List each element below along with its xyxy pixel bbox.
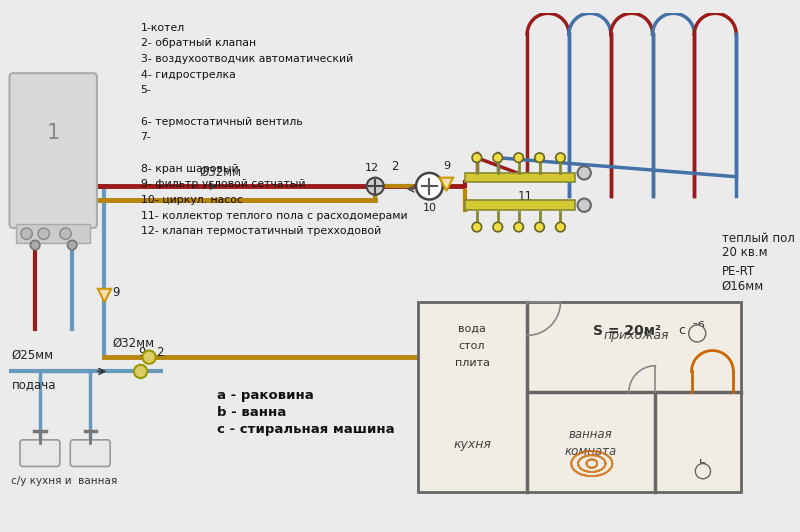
Text: S = 20м²: S = 20м² [593, 323, 661, 338]
Text: 2- обратный клапан: 2- обратный клапан [141, 38, 256, 48]
Circle shape [514, 153, 523, 162]
Circle shape [695, 463, 710, 479]
Text: плита: плита [454, 358, 490, 368]
Text: ванная
комната: ванная комната [565, 428, 617, 458]
Text: 4- гидрострелка: 4- гидрострелка [141, 70, 235, 80]
Bar [16, 224, 90, 243]
Circle shape [472, 153, 482, 162]
Circle shape [578, 167, 591, 180]
Text: теплый пол: теплый пол [722, 232, 795, 245]
Circle shape [142, 351, 156, 364]
Text: 9: 9 [443, 161, 450, 171]
Text: Ø25мм: Ø25мм [11, 349, 54, 362]
Text: 12- клапан термостатичный трехходовой: 12- клапан термостатичный трехходовой [141, 226, 381, 236]
Text: 11- коллектор теплого пола с расходомерами: 11- коллектор теплого пола с расходомера… [141, 211, 407, 221]
Circle shape [30, 240, 40, 250]
Text: вода: вода [458, 323, 486, 334]
Circle shape [493, 222, 502, 232]
Bar [466, 173, 574, 182]
Text: 1: 1 [46, 123, 60, 143]
Text: 12: 12 [364, 163, 378, 173]
Text: 2: 2 [156, 346, 163, 359]
Circle shape [60, 228, 71, 239]
Circle shape [67, 240, 77, 250]
Text: подача: подача [11, 378, 56, 391]
Text: PE-RT: PE-RT [722, 265, 755, 278]
Polygon shape [98, 289, 111, 302]
Circle shape [534, 222, 544, 232]
Circle shape [366, 178, 384, 195]
Text: 9- фильтр угловой сетчатый: 9- фильтр угловой сетчатый [141, 179, 306, 189]
Text: 5-: 5- [141, 85, 151, 95]
Text: c: c [678, 324, 686, 337]
Text: 10: 10 [422, 203, 436, 213]
Text: 9: 9 [112, 286, 119, 299]
FancyBboxPatch shape [20, 440, 60, 467]
FancyBboxPatch shape [10, 73, 97, 228]
Text: Ø32мм: Ø32мм [199, 165, 242, 179]
Text: b: b [699, 459, 707, 472]
Polygon shape [440, 178, 453, 191]
Circle shape [21, 228, 32, 239]
Text: c - стиральная машина: c - стиральная машина [217, 423, 394, 436]
Text: a - раковина: a - раковина [217, 389, 314, 402]
Circle shape [134, 365, 147, 378]
Text: 2: 2 [391, 160, 399, 173]
Circle shape [556, 153, 565, 162]
Circle shape [493, 153, 502, 162]
Circle shape [689, 325, 706, 342]
Text: 3- воздухоотводчик автоматический: 3- воздухоотводчик автоматический [141, 54, 353, 64]
Text: 7-: 7- [141, 132, 151, 142]
Text: 6- термостатичный вентиль: 6- термостатичный вентиль [141, 117, 302, 127]
Text: 10- циркул. насос: 10- циркул. насос [141, 195, 242, 205]
Text: прихожая: прихожая [604, 329, 669, 342]
Text: Ø32мм: Ø32мм [112, 336, 154, 350]
Text: Ø16мм: Ø16мм [722, 279, 764, 293]
Text: кухня: кухня [453, 438, 491, 451]
Text: 1-котел: 1-котел [141, 22, 185, 32]
Circle shape [578, 198, 591, 212]
Circle shape [38, 228, 50, 239]
Text: b - ванна: b - ванна [217, 406, 286, 419]
Circle shape [416, 173, 442, 200]
Circle shape [556, 222, 565, 232]
Text: 9: 9 [138, 346, 146, 359]
Text: стол: стол [459, 341, 486, 351]
FancyBboxPatch shape [70, 440, 110, 467]
Text: 20 кв.м: 20 кв.м [722, 246, 767, 259]
Circle shape [514, 222, 523, 232]
Text: 11: 11 [518, 190, 532, 203]
Text: aб: aб [691, 321, 705, 331]
Bar [418, 302, 741, 492]
Text: 8- кран шаровый: 8- кран шаровый [141, 164, 238, 173]
Circle shape [472, 222, 482, 232]
Circle shape [534, 153, 544, 162]
Text: с/у кухня и  ванная: с/у кухня и ванная [11, 476, 118, 486]
Bar [466, 201, 574, 210]
